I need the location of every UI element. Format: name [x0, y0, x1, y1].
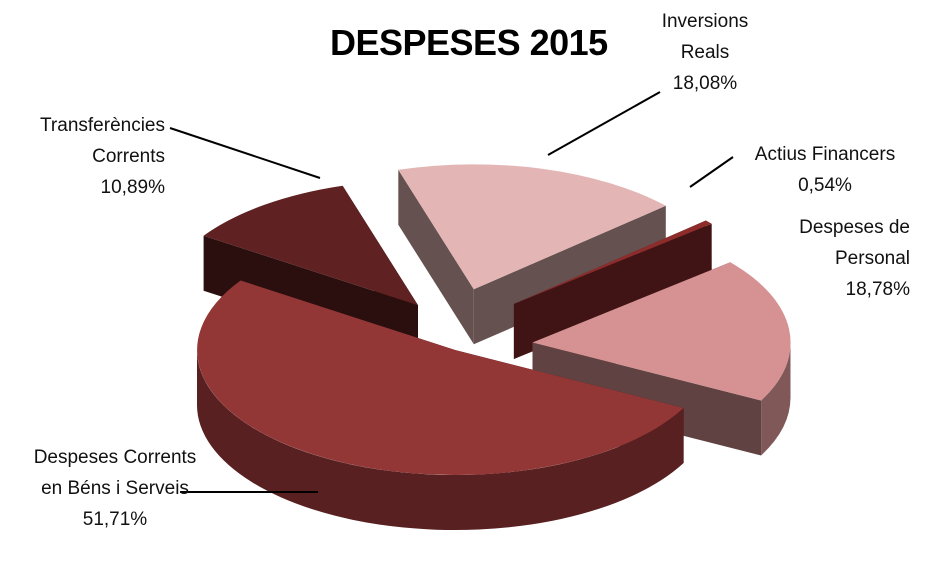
pie-slice: [398, 164, 666, 290]
category-label: Transferències Corrents: [40, 115, 165, 167]
value-label: 18,78%: [845, 279, 910, 300]
pie-slice: [513, 220, 712, 304]
slice-side: [398, 169, 474, 345]
value-label: 51,71%: [82, 509, 148, 530]
category-label: Inversions Reals: [661, 11, 749, 63]
value-label: 18,08%: [672, 73, 738, 94]
slice-wall: [196, 350, 684, 531]
slice-label: Actius Financers 0,54%: [735, 139, 915, 201]
pie-slice: [532, 262, 791, 401]
pie-slice: [203, 185, 418, 306]
value-label: 10,89%: [100, 177, 165, 198]
value-label: 0,54%: [798, 175, 852, 196]
slice-wall: [761, 342, 791, 456]
slice-label: Despeses de Personal 18,78%: [770, 212, 910, 305]
category-label: Despeses Corrents en Béns i Serveis: [33, 447, 197, 499]
leader-line: [169, 127, 321, 179]
category-label: Actius Financers: [754, 144, 896, 165]
leader-line: [689, 156, 734, 188]
chart-title: DESPESES 2015: [330, 22, 608, 63]
slice-label: Despeses Corrents en Béns i Serveis 51,71…: [30, 442, 200, 535]
pie-slice: [197, 280, 684, 475]
slice-label: Inversions Reals 18,08%: [640, 6, 770, 99]
slice-side: [513, 223, 712, 359]
slice-label: Transferències Corrents 10,89%: [5, 110, 165, 203]
slices: [196, 164, 791, 531]
category-label: Despeses de Personal: [799, 217, 910, 269]
leader-line: [547, 91, 661, 156]
